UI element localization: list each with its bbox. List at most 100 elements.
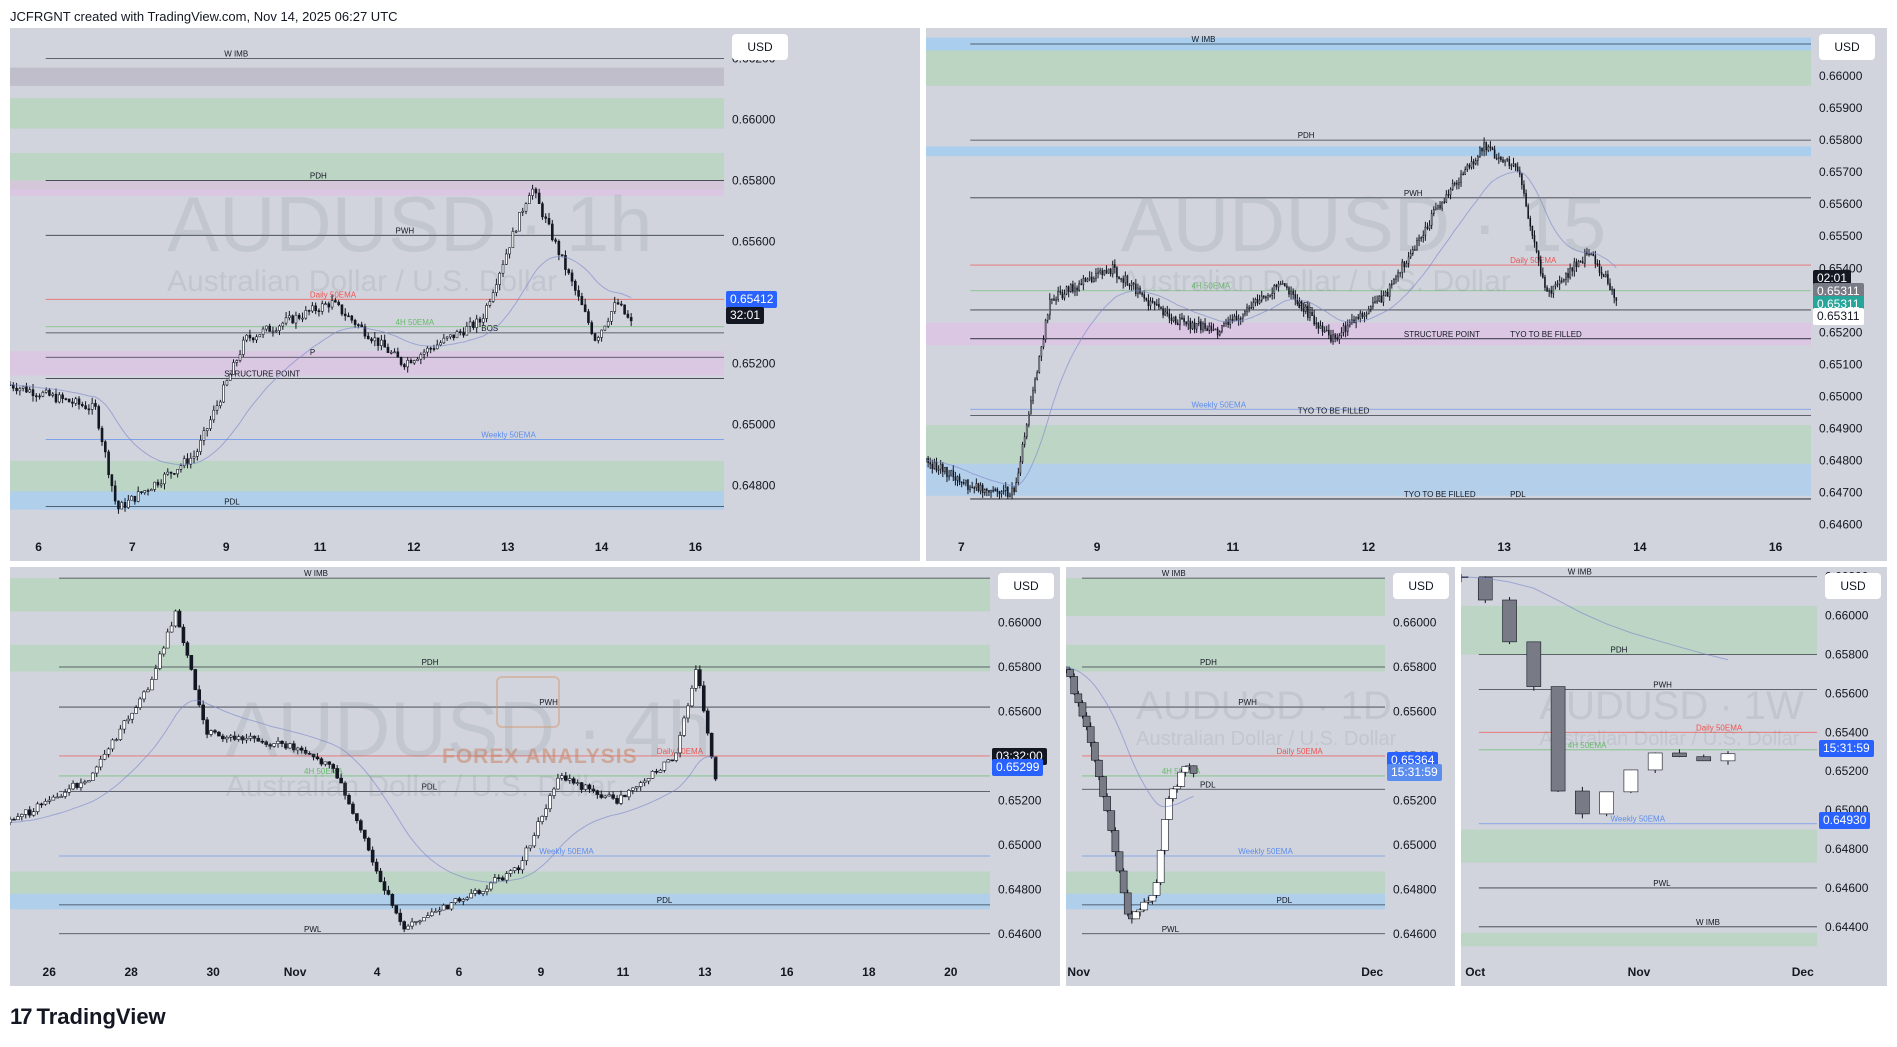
- price-tag: 0.65299: [992, 759, 1044, 777]
- candle-body: [414, 921, 418, 923]
- level-label: PWH: [396, 226, 415, 235]
- currency-button[interactable]: USD: [732, 34, 788, 60]
- candle-body: [1544, 276, 1546, 288]
- candle-body: [1162, 308, 1164, 316]
- candle-body: [1393, 279, 1395, 285]
- candle-body: [150, 679, 154, 691]
- candle-body: [1170, 317, 1173, 322]
- candle-body: [1212, 329, 1215, 331]
- candle-body: [1119, 870, 1128, 894]
- x-tick-label: Oct: [1465, 965, 1485, 979]
- candle-body: [599, 794, 604, 798]
- candle-body: [1563, 279, 1565, 282]
- candle-body: [1477, 577, 1493, 601]
- candle-body: [61, 394, 64, 399]
- candle-body: [1105, 270, 1108, 274]
- candle-body: [1405, 263, 1408, 268]
- x-tick-label: 7: [958, 540, 965, 554]
- price-zone: [926, 322, 1811, 346]
- candle-body: [524, 203, 528, 212]
- y-tick-label: 0.65600: [1393, 704, 1437, 718]
- level-label: TYO TO BE FILLED: [1404, 490, 1476, 499]
- tradingview-brand[interactable]: 17 TradingView: [10, 1004, 166, 1030]
- currency-button[interactable]: USD: [1825, 573, 1881, 599]
- candle-body: [1290, 290, 1292, 295]
- candle-body: [674, 752, 678, 761]
- candle-body: [478, 318, 482, 323]
- candle-body: [646, 778, 651, 782]
- candle-body: [1004, 486, 1007, 492]
- chart-canvas[interactable]: W IMB PDH PWH Daily 50EMA 4H 50EMA PDL STRUCTU…: [926, 28, 1887, 561]
- candle-body: [1558, 280, 1561, 285]
- candle-body: [1588, 253, 1590, 256]
- candle-body: [1144, 900, 1153, 903]
- candle-body: [1493, 149, 1496, 159]
- candle-body: [426, 915, 430, 918]
- candle-body: [1537, 251, 1540, 261]
- candle-body: [242, 339, 245, 355]
- candle-body: [51, 796, 56, 801]
- chart-pane-1w[interactable]: W IMB PDH PWH Daily 50EMA 4H 50EMA Weekly 50E…: [1461, 567, 1887, 986]
- candle-body: [606, 321, 610, 327]
- candle-body: [320, 303, 324, 312]
- candle-body: [488, 301, 492, 306]
- candle-body: [150, 489, 153, 492]
- candle-body: [1283, 283, 1286, 287]
- candle-body: [419, 354, 423, 360]
- candle-body: [1548, 290, 1550, 292]
- candle-body: [390, 894, 395, 906]
- candle-body: [1420, 237, 1422, 240]
- candle-body: [314, 305, 317, 311]
- candle-body: [1424, 226, 1427, 236]
- candle-body: [445, 904, 450, 910]
- y-tick-label: 0.66000: [1393, 616, 1437, 630]
- candle-body: [524, 847, 529, 861]
- candle-body: [1357, 316, 1360, 319]
- chart-pane-1h[interactable]: W IMB PDH PWH BOS STRUCTURE POINT Daily 50EMA…: [10, 28, 920, 561]
- candle-body: [1411, 249, 1414, 254]
- level-label: PDL: [1510, 490, 1526, 499]
- candle-body: [556, 777, 560, 790]
- candle-body: [1195, 323, 1198, 330]
- currency-button[interactable]: USD: [1819, 34, 1875, 60]
- candle-body: [1023, 436, 1026, 445]
- price-zone: [1066, 578, 1385, 616]
- candle-body: [1021, 444, 1024, 463]
- candle-body: [527, 195, 531, 205]
- candle-body: [248, 735, 253, 739]
- candle-body: [406, 925, 410, 930]
- candle-body: [1152, 882, 1161, 896]
- candle-body: [1141, 292, 1143, 295]
- candle-body: [611, 794, 615, 799]
- currency-button[interactable]: USD: [998, 573, 1054, 599]
- candle-body: [1407, 256, 1410, 264]
- candle-body: [1395, 276, 1397, 280]
- chart-pane-4h[interactable]: W IMB PDH PWH Daily 50EMA 4H 50EMA PDL Weekly …: [10, 567, 1060, 986]
- candle-body: [199, 440, 202, 452]
- tradingview-logo-icon: 17: [10, 1004, 33, 1029]
- candle-body: [496, 877, 501, 879]
- candle-body: [960, 481, 963, 484]
- chart-canvas[interactable]: W IMB PDH PWH BOS STRUCTURE POINT Daily 50EMA…: [10, 28, 920, 561]
- candle-body: [1581, 261, 1584, 264]
- candle-body: [564, 255, 567, 270]
- candle-body: [120, 502, 124, 510]
- candle-body: [1554, 283, 1557, 287]
- candle-body: [1298, 300, 1301, 305]
- chart-pane-15m[interactable]: W IMB PDH PWH Daily 50EMA 4H 50EMA PDL STRUCTU…: [926, 28, 1887, 561]
- candle-body: [654, 771, 659, 773]
- currency-button[interactable]: USD: [1393, 573, 1449, 599]
- candle-body: [567, 269, 571, 274]
- y-tick-label: 0.65200: [732, 356, 776, 370]
- candle-body: [990, 490, 992, 493]
- level-label: PDH: [1611, 646, 1628, 655]
- candle-body: [1191, 322, 1194, 330]
- chart-canvas[interactable]: W IMB PDH PWH Daily 50EMA 4H 50EMA Weekly 50E…: [1461, 567, 1887, 986]
- candle-body: [1502, 599, 1517, 643]
- candle-body: [154, 668, 158, 680]
- candle-body: [189, 655, 194, 670]
- candle-body: [564, 775, 568, 781]
